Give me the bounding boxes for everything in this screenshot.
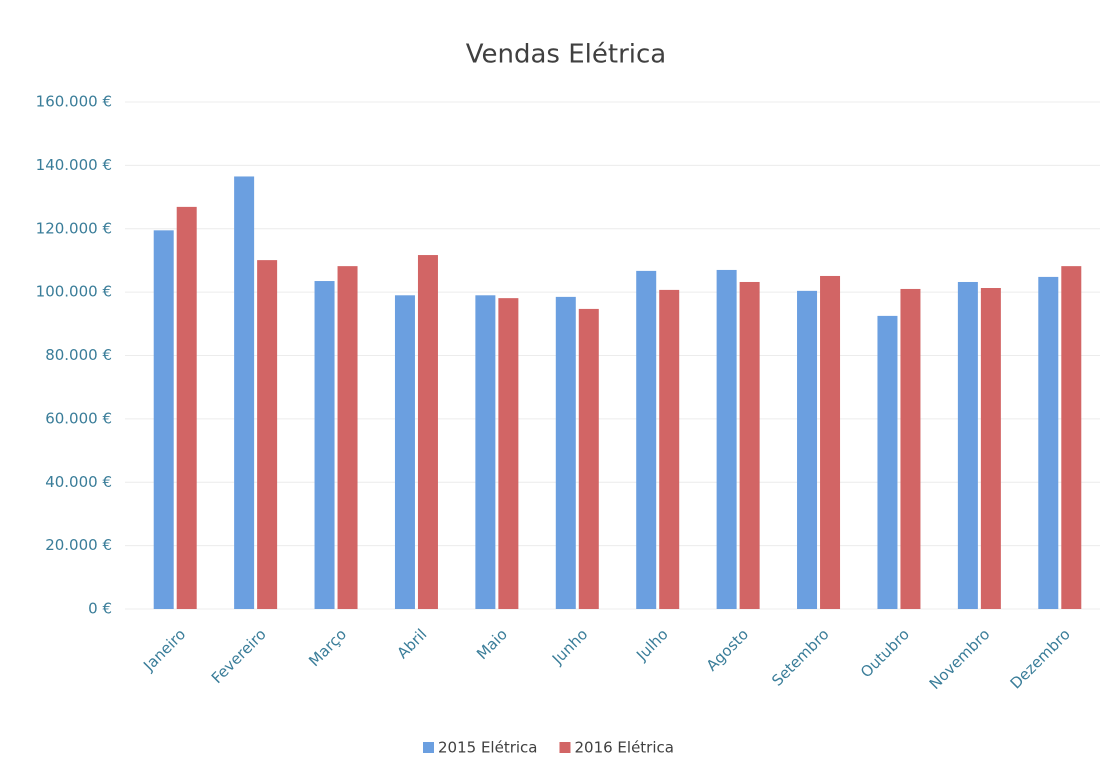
bar — [475, 295, 495, 609]
bar — [900, 289, 920, 609]
x-tick-label: Março — [305, 625, 350, 670]
bar — [740, 282, 760, 609]
y-tick-label: 40.000 € — [45, 473, 112, 491]
bar — [820, 276, 840, 609]
y-tick-label: 140.000 € — [36, 156, 112, 174]
y-tick-label: 100.000 € — [36, 283, 112, 301]
bar — [636, 271, 656, 609]
x-tick-label: Setembro — [768, 625, 832, 689]
x-tick-label: Novembro — [926, 625, 994, 693]
bar — [958, 282, 978, 609]
legend-label: 2016 Elétrica — [574, 739, 673, 757]
y-tick-label: 0 € — [88, 600, 112, 618]
chart-title: Vendas Elétrica — [466, 40, 666, 70]
x-tick-label: Maio — [473, 625, 511, 663]
chart: Vendas Elétrica 0 € 20.000 € 40.000 € 60.00… — [0, 0, 1117, 758]
bar — [797, 291, 817, 609]
bar — [315, 281, 335, 609]
x-tick-label: Outubro — [857, 625, 913, 681]
x-tick-label: Abril — [393, 625, 430, 662]
bar — [877, 316, 897, 609]
bar — [1061, 266, 1081, 609]
legend-swatch — [423, 742, 434, 753]
x-tick-label: Junho — [548, 625, 591, 668]
bar — [579, 309, 599, 609]
bar — [154, 230, 174, 609]
bar — [338, 266, 358, 609]
y-tick-label: 80.000 € — [45, 346, 112, 364]
x-tick-label: Fevereiro — [208, 625, 270, 687]
bar — [498, 298, 518, 609]
legend: 2015 Elétrica 2016 Elétrica — [423, 739, 674, 757]
bar — [659, 290, 679, 609]
y-tick-label: 60.000 € — [45, 409, 112, 427]
x-tick-label: Julho — [632, 625, 671, 664]
x-tick-label: Dezembro — [1007, 625, 1074, 692]
x-tick-label: Agosto — [703, 625, 752, 674]
y-tick-label: 160.000 € — [36, 93, 112, 111]
bar — [257, 260, 277, 609]
legend-label: 2015 Elétrica — [438, 739, 537, 757]
bar — [234, 176, 254, 609]
bar — [981, 288, 1001, 609]
bar — [717, 270, 737, 609]
bar — [395, 295, 415, 609]
y-tick-label: 120.000 € — [36, 219, 112, 237]
bar — [1038, 277, 1058, 609]
legend-swatch — [559, 742, 570, 753]
y-tick-label: 20.000 € — [45, 536, 112, 554]
x-tick-label: Janeiro — [139, 625, 189, 675]
bar — [177, 207, 197, 609]
bar — [556, 297, 576, 609]
bar — [418, 255, 438, 609]
